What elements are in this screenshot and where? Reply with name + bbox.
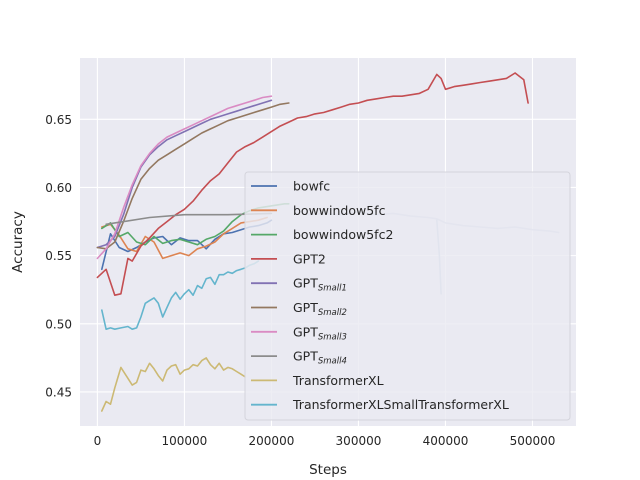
legend-entry: GPT2 (293, 251, 326, 266)
legend-entry-label: GPT (293, 300, 318, 315)
legend-entry-label: TransformerXL (292, 373, 384, 388)
legend-entry: TransformerXLSmallTransformerXL (292, 397, 509, 412)
legend-entry-subscript: Small2 (318, 308, 347, 318)
legend-entry: bowwindow5fc (293, 203, 386, 218)
legend-entry: GPTSmall1 (293, 276, 347, 294)
legend-entry-label: GPT (293, 349, 318, 364)
x-tick-label: 100000 (162, 434, 208, 448)
legend-entry-label: GPT2 (293, 251, 326, 266)
series-line-transformerxlsmalltransformerxl (101, 260, 260, 331)
x-tick-label: 400000 (423, 434, 469, 448)
series-line-gpt-small4 (105, 212, 273, 226)
legend-entry-label: bowfc (293, 179, 330, 194)
legend-entry: GPTSmall2 (293, 300, 347, 318)
legend-entry: bowfc (293, 179, 330, 194)
x-tick-label: 0 (94, 434, 102, 448)
y-tick-label: 0.55 (45, 249, 72, 263)
y-axis-label: Accuracy (10, 211, 26, 273)
y-tick-labels: 0.45 0.50 0.55 0.60 0.65 (45, 113, 72, 400)
x-tick-labels: 0 100000 200000 300000 400000 500000 (94, 434, 556, 448)
legend-entry: GPTSmall3 (293, 324, 347, 342)
series-line-gpt-small1 (96, 99, 273, 249)
x-tick-label: 200000 (249, 434, 295, 448)
legend-entry-label: TransformerXLSmallTransformerXL (292, 397, 509, 412)
legend: bowfcbowwindow5fcbowwindow5fc2GPT2GPTSma… (244, 171, 571, 421)
x-axis-label: Steps (309, 462, 347, 478)
legend-entry-label: GPT (293, 276, 318, 291)
legend-entry-subscript: Small3 (318, 332, 347, 342)
x-tick-label: 300000 (336, 434, 382, 448)
series-line-gpt-small2 (96, 102, 290, 250)
legend-entry-label: bowwindow5fc2 (293, 227, 393, 242)
legend-entry: bowwindow5fc2 (293, 227, 393, 242)
series-line-gpt-small3 (96, 95, 273, 260)
series-line-bowwindow5fc (101, 216, 268, 260)
y-tick-label: 0.45 (45, 385, 72, 399)
y-tick-label: 0.65 (45, 113, 72, 127)
series-line-gpt2 (96, 72, 529, 297)
y-tick-label: 0.60 (45, 181, 72, 195)
y-tick-label: 0.50 (45, 317, 72, 331)
legend-entry-label: GPT (293, 324, 318, 339)
legend-entry: TransformerXL (292, 373, 384, 388)
x-tick-label: 500000 (510, 434, 556, 448)
legend-entry-subscript: Small1 (318, 284, 347, 294)
legend-box (244, 171, 571, 421)
legend-entry: GPTSmall4 (293, 349, 347, 367)
legend-entry-subscript: Small4 (318, 357, 347, 367)
legend-entry-label: bowwindow5fc (293, 203, 386, 218)
series-line-transformerxl (101, 357, 247, 412)
